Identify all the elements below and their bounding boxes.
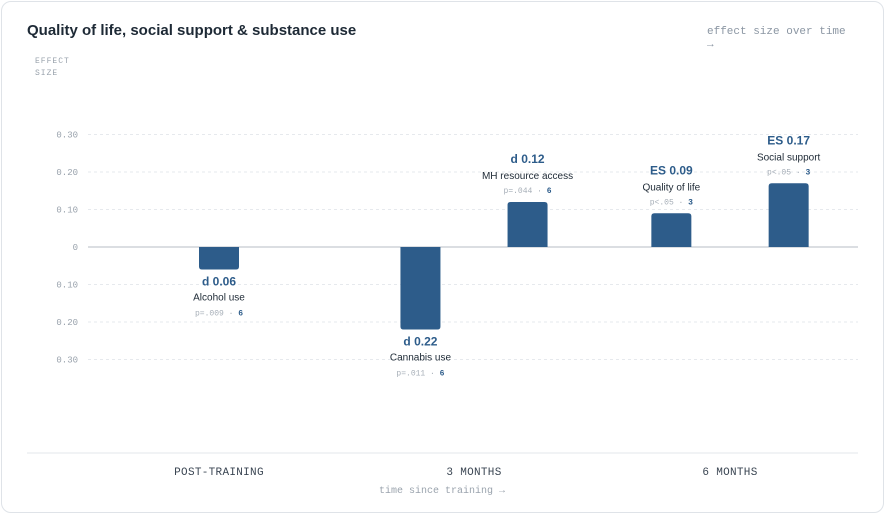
y-tick-label: 0 bbox=[73, 243, 78, 253]
n-value: 6 bbox=[238, 310, 243, 319]
p-value: p=.009 · bbox=[195, 310, 238, 319]
corner-note: effect size over time → bbox=[707, 26, 846, 51]
x-category-label: POST-TRAINING bbox=[174, 467, 264, 479]
bar-value-label: d 0.12 bbox=[511, 152, 545, 166]
bar-category-label: Social support bbox=[757, 152, 821, 163]
bar bbox=[199, 247, 239, 270]
bar bbox=[400, 247, 441, 330]
bar bbox=[651, 213, 692, 247]
bar-value-label: ES 0.17 bbox=[767, 133, 810, 147]
y-tick-label: 0.20 bbox=[56, 318, 78, 328]
bar-stat-label: p=.044 · 6 bbox=[504, 187, 552, 196]
bar-stat-label: p=.009 · 6 bbox=[195, 310, 243, 319]
n-value: 3 bbox=[688, 198, 693, 207]
y-axis-label: EFFECT SIZE bbox=[35, 57, 70, 78]
category-axis: POST-TRAINING 3 MONTHS 6 MONTHS bbox=[174, 467, 757, 479]
chart-title: Quality of life, social support & substa… bbox=[27, 22, 357, 39]
n-value: 3 bbox=[805, 168, 810, 177]
bar-category-label: Alcohol use bbox=[193, 293, 245, 304]
bar-value-label: d 0.22 bbox=[403, 335, 437, 349]
y-tick-label: 0.30 bbox=[56, 356, 78, 366]
x-category-label: 6 MONTHS bbox=[702, 467, 757, 479]
bar-category-label: MH resource access bbox=[482, 171, 573, 182]
labels-layer: d 0.06 Alcohol use p=.009 · 6 d 0.22 Cannabi… bbox=[193, 133, 820, 378]
y-tick-label: 0.30 bbox=[56, 131, 78, 141]
p-value: p<.05 · bbox=[650, 198, 688, 207]
bar bbox=[768, 183, 809, 247]
bar bbox=[507, 202, 548, 247]
bar-category-label: Quality of life bbox=[642, 182, 700, 193]
x-axis-title: time since training → bbox=[379, 485, 505, 497]
x-category-label: 3 MONTHS bbox=[446, 467, 501, 479]
bar-category-label: Cannabis use bbox=[390, 353, 452, 364]
bars-layer bbox=[199, 183, 809, 330]
n-value: 6 bbox=[440, 370, 445, 379]
y-tick-label: 0.20 bbox=[56, 168, 78, 178]
p-value: p<.05 · bbox=[767, 168, 805, 177]
bar-stat-label: p<.05 · 3 bbox=[650, 198, 693, 207]
p-value: p=.044 · bbox=[504, 187, 547, 196]
p-value: p=.011 · bbox=[396, 370, 439, 379]
n-value: 6 bbox=[547, 187, 552, 196]
bar-value-label: d 0.06 bbox=[202, 275, 236, 289]
bar-value-label: ES 0.09 bbox=[650, 163, 693, 177]
y-tick-label: 0.10 bbox=[56, 281, 78, 291]
y-tick-label: 0.10 bbox=[56, 206, 78, 216]
grid-layer: 0.30 0.20 0.10 0 0.10 0.20 0.30 bbox=[56, 131, 858, 366]
bar-stat-label: p=.011 · 6 bbox=[396, 370, 444, 379]
bar-stat-label: p<.05 · 3 bbox=[767, 168, 810, 177]
